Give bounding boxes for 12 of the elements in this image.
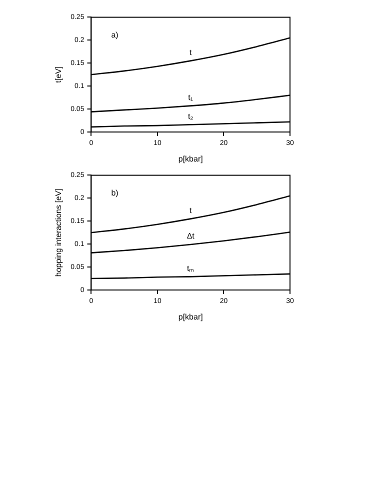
series-label: tₘ [186, 264, 194, 273]
annotation: b) [111, 188, 119, 198]
y-axis-title: hopping interactions [eV] [54, 188, 64, 277]
series-label: t₂ [188, 112, 194, 121]
series-label: t₁ [188, 93, 194, 102]
series-label: t [189, 206, 192, 216]
annotation: a) [111, 30, 119, 40]
y-axis-title: t[eV] [54, 66, 64, 83]
series-label: Δt [186, 232, 196, 241]
x-axis-title: p[kbar] [178, 154, 203, 164]
series-label: t [189, 48, 192, 58]
x-axis-title: p[kbar] [178, 312, 203, 322]
